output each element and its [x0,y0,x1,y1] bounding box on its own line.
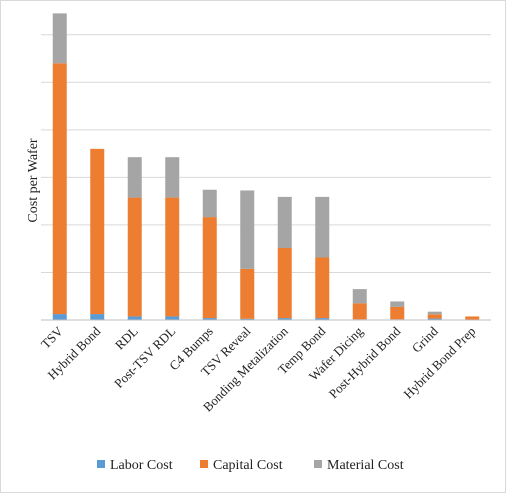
bar-capital-cost-wafer-dicing [352,303,367,320]
bar-material-cost-tsv-reveal [240,190,255,269]
bar-capital-cost-tsv-reveal [240,268,255,319]
bar-capital-cost-post-hybrid-bond [390,306,405,320]
bar-capital-cost-rdl [127,197,142,317]
bar-capital-cost-hybrid-bond [90,148,105,315]
bar-labor-cost-temp-bond [315,318,330,320]
bar-capital-cost-c4-bumps [202,217,217,319]
legend: Labor Cost Capital Cost Material Cost [97,458,404,473]
legend-label: Labor Cost [110,458,173,473]
bar-labor-cost-bonding-metalization [277,318,292,320]
bar-material-cost-rdl [127,157,142,198]
bar-labor-cost-rdl [127,316,142,320]
x-tick-label: Grind [409,323,441,355]
y-axis-title: Cost per Wafer [26,138,41,222]
bars [52,13,480,320]
legend-swatch [97,460,105,468]
bar-material-cost-bonding-metalization [277,196,292,248]
bar-labor-cost-post-tsv-rdl [165,316,180,320]
bar-material-cost-temp-bond [315,196,330,258]
bar-material-cost-tsv [52,13,67,64]
bar-material-cost-post-tsv-rdl [165,157,180,198]
legend-swatch [314,460,322,468]
gridlines [41,34,491,273]
x-tick-label: TSV [38,323,66,351]
bar-capital-cost-post-tsv-rdl [165,197,180,317]
legend-label: Capital Cost [213,458,283,473]
x-tick-label: RDL [112,323,141,352]
bar-labor-cost-tsv [52,314,67,320]
bar-labor-cost-tsv-reveal [240,318,255,320]
bar-capital-cost-hybrid-bond-prep [465,316,480,320]
bar-capital-cost-bonding-metalization [277,247,292,319]
bar-material-cost-grind [427,311,442,315]
bar-material-cost-c4-bumps [202,189,217,218]
bar-labor-cost-hybrid-bond [90,314,105,320]
legend-swatch [200,460,208,468]
bar-material-cost-post-hybrid-bond [390,301,405,307]
legend-label: Material Cost [327,458,404,473]
bar-labor-cost-c4-bumps [202,318,217,320]
bar-capital-cost-tsv [52,63,67,315]
bar-capital-cost-temp-bond [315,257,330,319]
bar-labor-cost-grind [427,318,442,320]
bar-capital-cost-grind [427,314,442,319]
bar-material-cost-wafer-dicing [352,289,367,304]
